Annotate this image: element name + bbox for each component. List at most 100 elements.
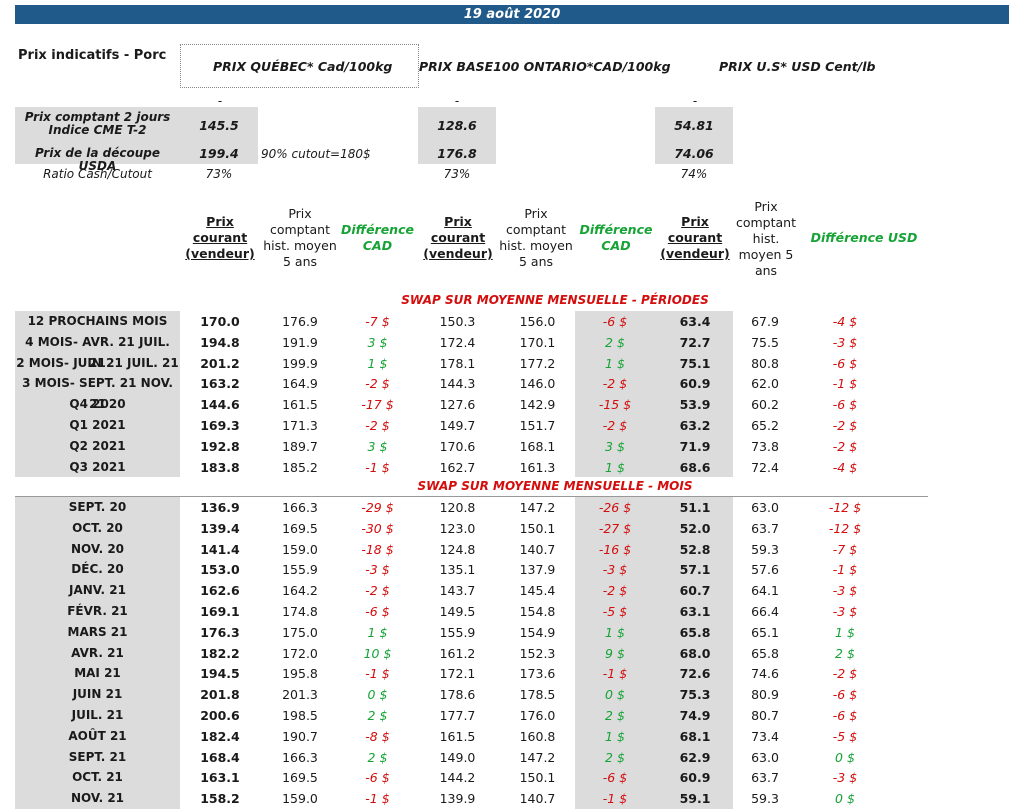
us-current: 74.9 <box>679 708 711 723</box>
us-current: 59.1 <box>679 791 711 807</box>
row-label: MARS 21 <box>67 624 128 639</box>
quebec-hist: 164.9 <box>282 376 318 392</box>
ontario-diff: 2 $ <box>605 708 625 723</box>
dash-ontario: - <box>454 94 460 108</box>
ratio-ontario: 73% <box>443 167 471 181</box>
quebec-current: 139.4 <box>200 520 240 536</box>
table-row: Q2 2021 192.8 189.7 3 $ 170.6 168.1 3 $ 71.9 73.… <box>15 436 895 457</box>
us-current: 57.1 <box>679 562 711 578</box>
quebec-current: 144.6 <box>200 397 240 413</box>
ontario-diff: 2 $ <box>605 334 625 350</box>
ontario-hist: 154.8 <box>519 604 556 619</box>
us-hist: 63.7 <box>751 520 779 536</box>
periods-label-fill <box>15 311 180 477</box>
quebec-diff: -1 $ <box>365 791 390 807</box>
ontario-current: 149.0 <box>439 749 476 765</box>
quebec-current: 141.4 <box>200 541 240 557</box>
table-row: JUIL. 21 200.6 198.5 2 $ 177.7 176.0 2 $ 74.9 80… <box>15 705 895 726</box>
ontario-diff: -15 $ <box>598 397 632 413</box>
table-row: Q3 2021 183.8 185.2 -1 $ 162.7 161.3 1 $ 68.6 72… <box>15 457 895 478</box>
quebec-hist: 155.9 <box>282 562 318 578</box>
ontario-diff: 1 $ <box>605 355 625 371</box>
col-current-us: Prix courant (vendeur) <box>660 214 730 261</box>
ontario-diff: -2 $ <box>602 583 628 599</box>
ontario-diff: 2 $ <box>605 749 625 765</box>
ontario-current: 135.1 <box>439 562 476 578</box>
ontario-diff: -2 $ <box>602 418 628 433</box>
row-label: JUIN 21 <box>72 687 123 702</box>
ontario-current: 170.6 <box>439 438 476 454</box>
col-diff-quebec: Différence CAD <box>341 222 414 253</box>
us-diff: -3 $ <box>832 583 858 599</box>
quebec-diff: -6 $ <box>365 604 390 619</box>
quebec-diff: -1 $ <box>365 459 390 475</box>
ontario-diff: -1 $ <box>602 791 628 807</box>
us-hist: 57.6 <box>751 562 779 578</box>
ontario-diff: -16 $ <box>598 541 632 557</box>
us-hist: 75.5 <box>751 334 779 350</box>
us-hist: 72.4 <box>751 459 779 475</box>
row-label: OCT. 21 <box>72 770 123 785</box>
row-label: JUIL. 21 <box>71 708 124 722</box>
ontario-hist: 178.5 <box>519 687 556 703</box>
table-row: MAI 21 194.5 195.8 -1 $ 172.1 173.6 -1 $ 72.6 74… <box>15 663 895 684</box>
table-row: FÉVR. 21 169.1 174.8 -6 $ 149.5 154.8 -5 $ 63.1… <box>15 601 895 622</box>
us-current: 65.8 <box>679 624 711 640</box>
quebec-diff: -2 $ <box>365 418 390 433</box>
quebec-hist: 175.0 <box>282 624 318 640</box>
ontario-hist: 152.3 <box>519 645 556 661</box>
row-label: Q3 2021 <box>69 459 126 474</box>
quebec-hist: 169.5 <box>282 770 318 786</box>
us-current: 60.7 <box>679 583 711 599</box>
us-hist: 65.2 <box>751 418 779 433</box>
table-row: SEPT. 21 168.4 166.3 2 $ 149.0 147.2 2 $ 62.9 63… <box>15 747 895 768</box>
us-hist: 59.3 <box>751 791 779 807</box>
row-label: 4 MOIS- AVR. 21 JUIL. 21 <box>25 334 170 370</box>
ontario-hist: 177.2 <box>519 355 556 371</box>
cutout-note: 90% cutout=180$ <box>261 147 371 161</box>
ontario-hist: 150.1 <box>519 520 556 536</box>
ratio-quebec: 73% <box>205 167 233 181</box>
ontario-current: 162.7 <box>439 459 476 475</box>
us-current: 72.7 <box>679 334 711 350</box>
table-row: Q1 2021 169.3 171.3 -2 $ 149.7 151.7 -2 $ 63.2 6… <box>15 415 895 436</box>
ontario-diff: -26 $ <box>598 500 632 515</box>
quebec-diff: 2 $ <box>367 749 388 765</box>
quebec-current: 182.4 <box>200 728 240 744</box>
ontario-hist: 170.1 <box>519 334 556 350</box>
table-row: AOÛT 21 182.4 190.7 -8 $ 161.5 160.8 1 $ 68.1 73… <box>15 726 895 747</box>
cash-us: 54.81 <box>674 118 714 133</box>
col-current-ontario: Prix courant (vendeur) <box>423 214 493 261</box>
row-label: Q2 2021 <box>69 438 126 453</box>
table-row: MARS 21 176.3 175.0 1 $ 155.9 154.9 1 $ 65.8 65.… <box>15 622 895 643</box>
us-current: 60.9 <box>679 770 711 786</box>
ontario-hist: 154.9 <box>519 624 556 640</box>
ontario-diff: -6 $ <box>602 770 628 786</box>
quebec-hist: 185.2 <box>282 459 318 475</box>
ontario-hist: 147.2 <box>519 749 556 765</box>
quebec-diff: 3 $ <box>367 438 388 454</box>
row-label: SEPT. 20 <box>68 500 127 514</box>
quebec-hist: 190.7 <box>282 728 318 744</box>
quebec-current: 158.2 <box>200 791 240 807</box>
us-diff: -6 $ <box>832 355 858 371</box>
row-label: FÉVR. 21 <box>67 604 128 618</box>
ontario-current: 178.1 <box>439 355 476 371</box>
quebec-diff: -17 $ <box>361 397 394 413</box>
table-row: Q4 2020 144.6 161.5 -17 $ 127.6 142.9 -15 $ 53.… <box>15 394 895 415</box>
date-banner: 19 août 2020 <box>15 5 1009 24</box>
table-row: OCT. 21 163.1 169.5 -6 $ 144.2 150.1 -6 $ 60.9 6… <box>15 767 895 788</box>
row-label: DÉC. 20 <box>71 562 124 577</box>
quebec-diff: 1 $ <box>367 624 388 640</box>
ontario-current: 120.8 <box>439 500 476 515</box>
quebec-hist: 195.8 <box>282 666 318 682</box>
ontario-hist: 176.0 <box>519 708 556 723</box>
quebec-current: 168.4 <box>200 749 240 765</box>
page-title: Prix indicatifs - Porc <box>18 48 167 63</box>
quebec-diff: -7 $ <box>365 314 390 329</box>
months-ontario-fill <box>575 497 733 809</box>
quebec-current: 136.9 <box>200 500 240 515</box>
quebec-diff: -2 $ <box>365 376 390 392</box>
us-diff: -5 $ <box>832 728 858 744</box>
ontario-hist: 173.6 <box>519 666 556 682</box>
